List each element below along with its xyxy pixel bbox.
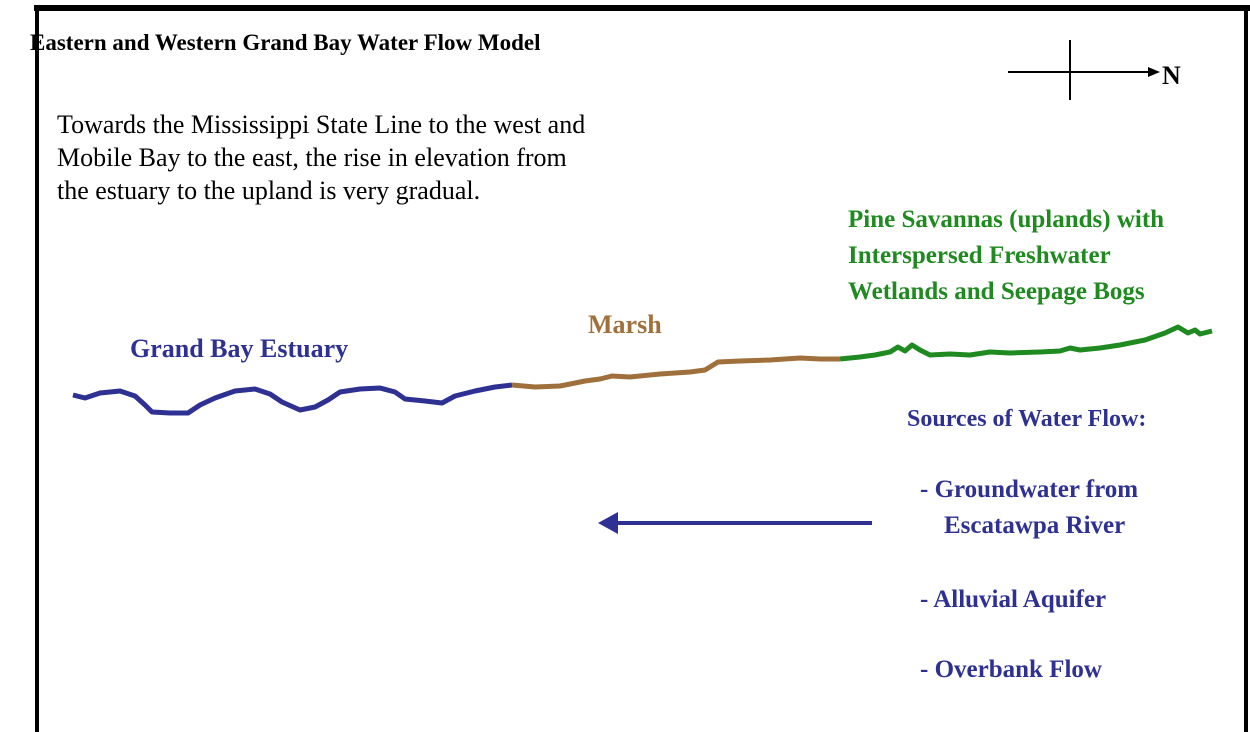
uplands-label-line: Interspersed Freshwater bbox=[848, 242, 1111, 269]
marsh-line bbox=[511, 355, 840, 390]
sources-list: - Groundwater from Escatawpa River - Alluv… bbox=[920, 476, 1138, 683]
source-item: Escatawpa River bbox=[944, 512, 1125, 539]
uplands-line bbox=[839, 324, 1213, 362]
flow-arrowhead bbox=[598, 512, 618, 534]
description-line: the estuary to the upland is very gradua… bbox=[57, 176, 480, 205]
compass: N bbox=[1008, 40, 1181, 100]
marsh-label: Marsh bbox=[588, 310, 662, 339]
title: Eastern and Western Grand Bay Water Flow… bbox=[30, 30, 540, 55]
description-line: Mobile Bay to the east, the rise in elev… bbox=[57, 143, 567, 172]
uplands-label: Pine Savannas (uplands) with Interspersed… bbox=[848, 206, 1164, 305]
estuary-label: Grand Bay Estuary bbox=[130, 334, 348, 363]
description: Towards the Mississippi State Line to th… bbox=[57, 110, 585, 205]
uplands-label-line: Wetlands and Seepage Bogs bbox=[848, 278, 1145, 305]
estuary-line bbox=[72, 382, 513, 416]
compass-arrowhead bbox=[1148, 67, 1160, 77]
source-item: - Groundwater from bbox=[920, 476, 1138, 503]
compass-label: N bbox=[1162, 61, 1181, 90]
sources-heading: Sources of Water Flow: bbox=[907, 406, 1146, 432]
description-line: Towards the Mississippi State Line to th… bbox=[57, 110, 585, 139]
source-item: - Overbank Flow bbox=[920, 656, 1102, 683]
source-item: - Alluvial Aquifer bbox=[920, 586, 1106, 613]
uplands-label-line: Pine Savannas (uplands) with bbox=[848, 206, 1164, 233]
